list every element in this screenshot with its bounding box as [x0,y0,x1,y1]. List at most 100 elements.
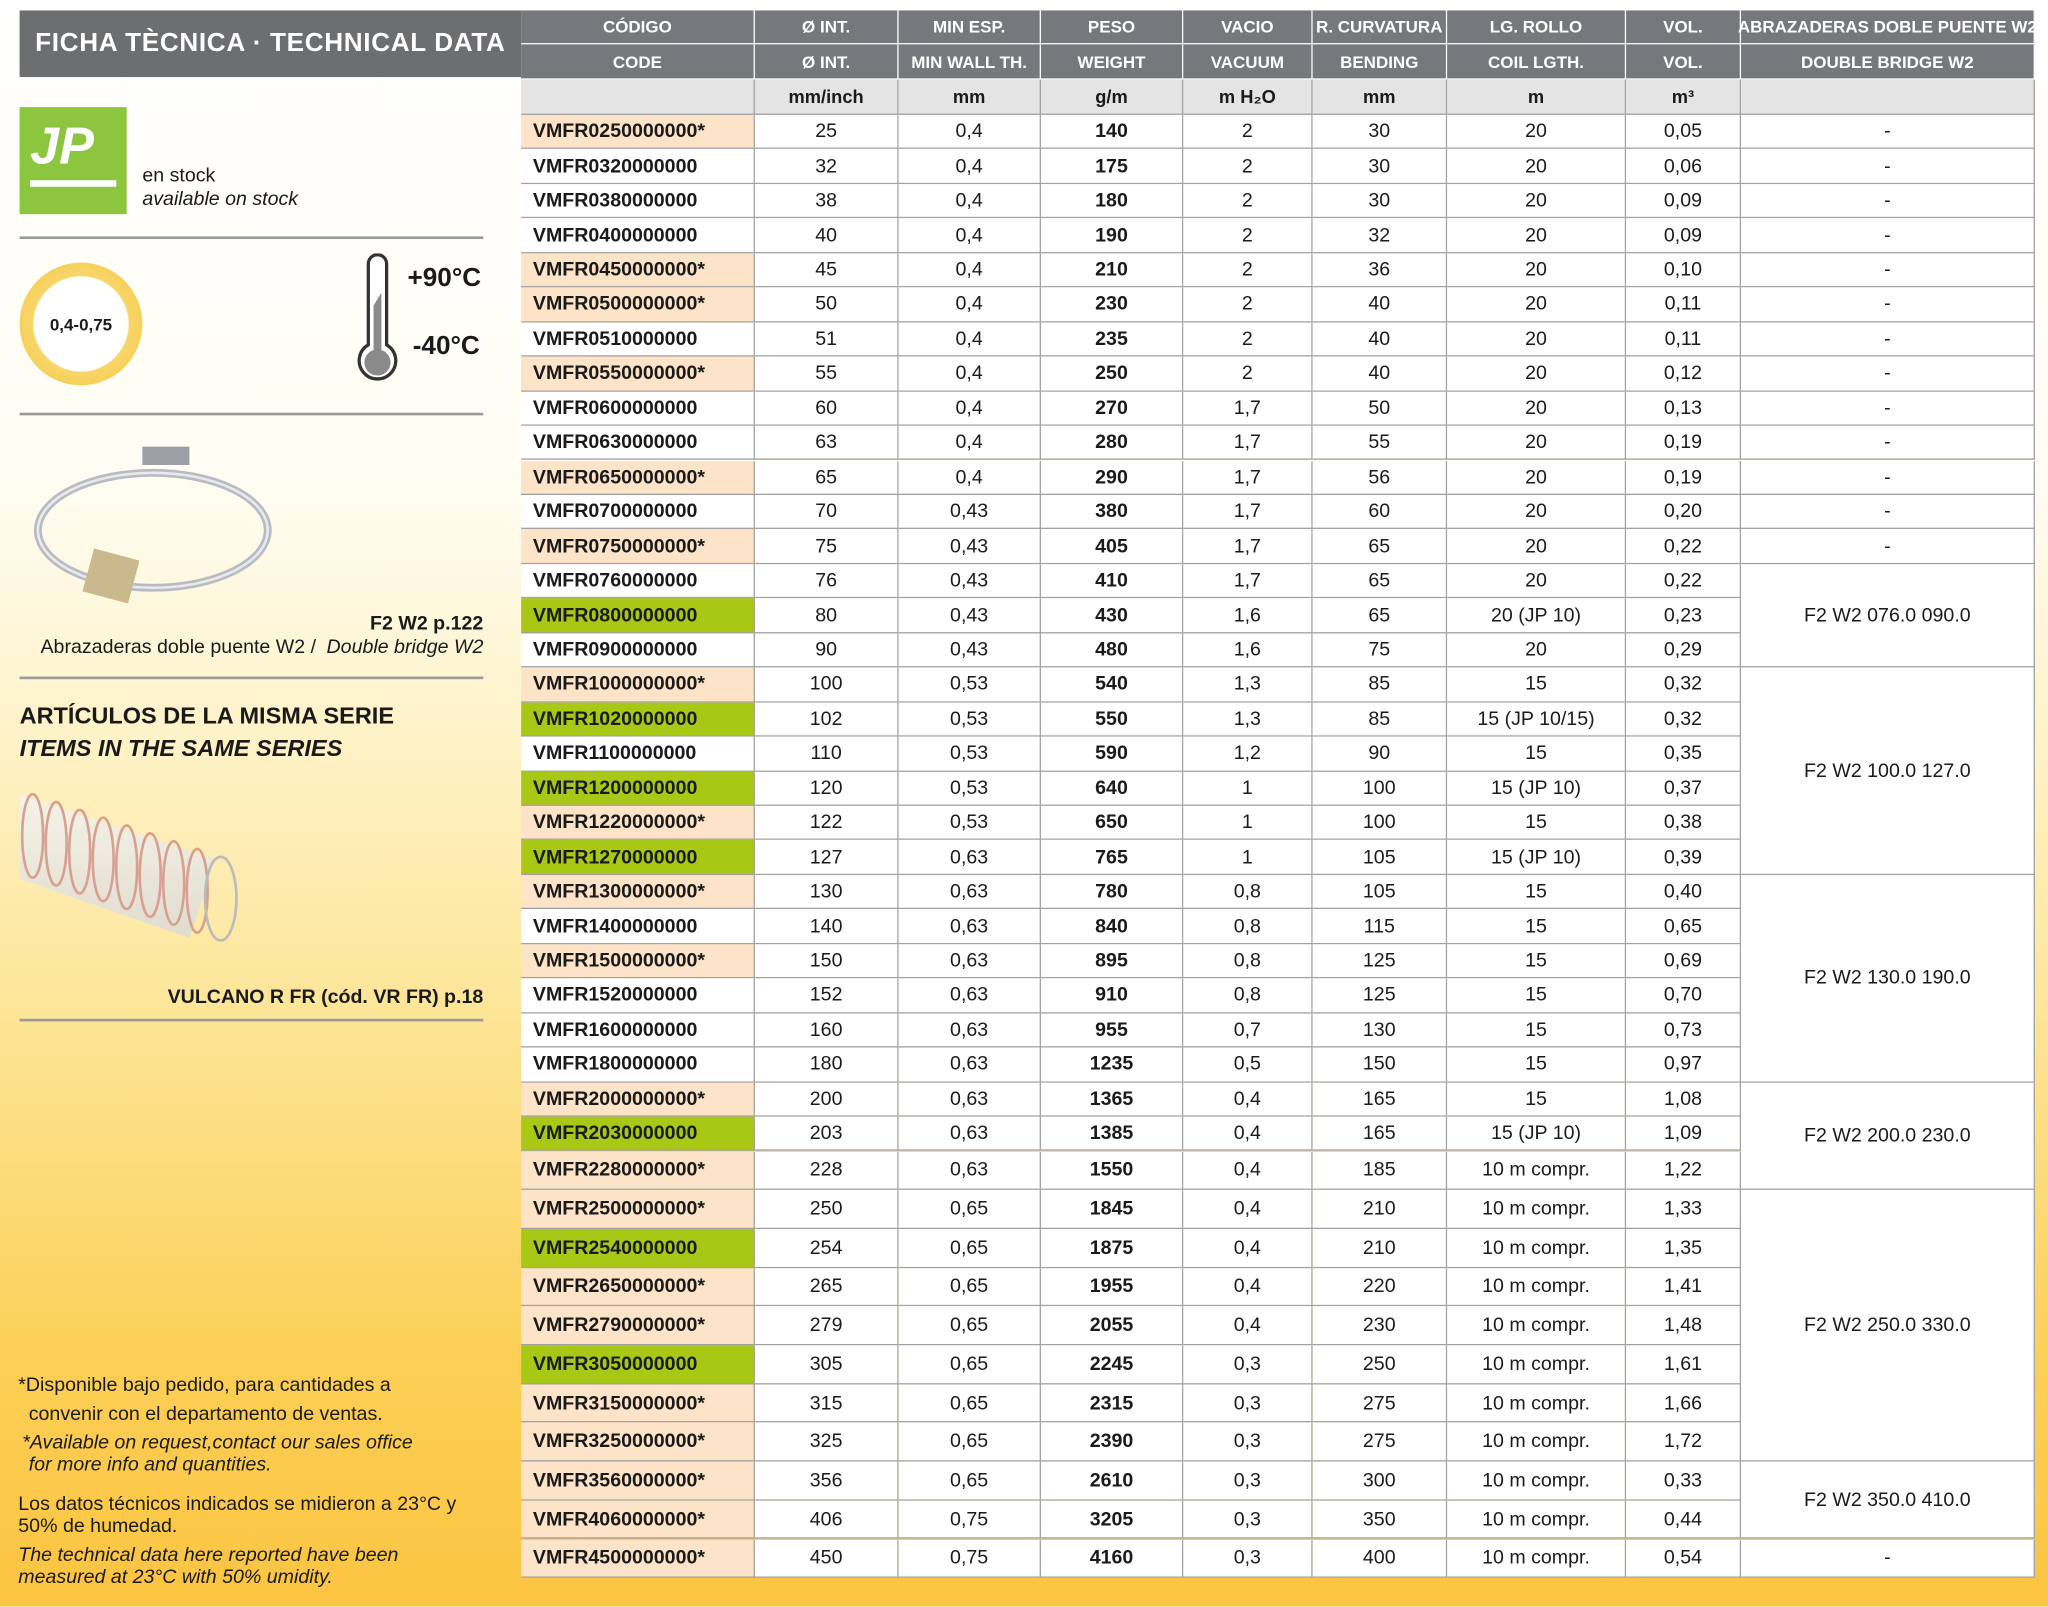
table-cell: 2315 [1040,1384,1184,1423]
table-cell: 1,08 [1626,1082,1742,1117]
accessory-es: Abrazaderas doble puente W2 / [40,636,317,659]
table-cell: 85 [1312,702,1448,737]
table-cell: 20 [1447,149,1627,184]
table-cell: 80 [754,598,899,634]
series-title-en: ITEMS IN THE SAME SERIES [19,735,343,762]
table-cell: 190 [1040,218,1184,254]
table-cell: 0,10 [1626,253,1742,288]
table-cell: 1 [1183,805,1313,841]
table-cell: 1845 [1040,1190,1184,1229]
table-cell: 765 [1040,840,1184,875]
product-code: VMFR1600000000 [521,1013,755,1048]
table-cell: 105 [1312,840,1448,875]
table-cell: 0,65 [898,1306,1041,1346]
table-cell: 10 m compr. [1447,1384,1627,1423]
hose-image [19,792,238,942]
table-cell: 15 (JP 10) [1447,771,1627,806]
product-code: VMFR0550000000* [521,356,755,392]
table-cell: 254 [754,1228,899,1268]
table-cell: 50 [1312,391,1448,426]
table-cell: 55 [754,356,899,392]
title-box: FICHA TÈCNICA · TECHNICAL DATA [19,10,522,78]
table-cell: 0,06 [1626,149,1742,184]
accessory-en: Double bridge W2 [326,636,484,659]
table-cell: 122 [754,805,899,841]
product-code: VMFR2280000000* [521,1151,755,1191]
table-cell: 15 [1447,1082,1627,1117]
table-cell: 20 [1447,322,1627,357]
table-cell: 150 [754,944,899,979]
table-cell: 0,63 [898,944,1041,979]
product-code: VMFR0510000000 [521,322,755,357]
table-cell: 0,65 [898,1384,1041,1423]
product-code: VMFR0250000000* [521,114,755,150]
product-code: VMFR1020000000 [521,702,755,737]
table-cell: 0,63 [898,1047,1041,1083]
note: *Disponible bajo pedido, para cantidades… [18,1374,391,1397]
table-cell: 36 [1312,253,1448,288]
table-cell: 1,41 [1626,1267,1742,1307]
note: for more info and quantities. [28,1453,272,1476]
table-cell: 20 [1447,391,1627,426]
table-cell: 1,7 [1183,425,1313,461]
table-cell: 70 [754,494,899,530]
table-cell: 0,4 [1183,1116,1313,1152]
table-cell: 1,33 [1626,1190,1742,1229]
table-cell: 130 [1312,1013,1448,1048]
table-cell: 20 [1447,633,1627,668]
table-cell: 1875 [1040,1228,1184,1268]
table-cell: 0,32 [1626,667,1742,703]
table-cell: 15 [1447,736,1627,772]
table-cell: 650 [1040,805,1184,841]
table-cell: 955 [1040,1013,1184,1048]
stock-en: available on stock [142,188,299,211]
product-code: VMFR0900000000 [521,633,755,668]
column-header-es: PESO [1040,10,1184,45]
table-cell: 0,65 [1626,909,1742,945]
table-cell: 165 [1312,1082,1448,1117]
product-code: VMFR0760000000 [521,564,755,599]
product-code: VMFR4500000000* [521,1539,755,1579]
table-cell: 2055 [1040,1306,1184,1346]
thermometer [357,253,398,381]
product-code: VMFR0320000000 [521,149,755,184]
table-cell: 315 [754,1384,899,1423]
table-cell: 15 (JP 10) [1447,1116,1627,1152]
double-bridge-cell: - [1741,114,2035,150]
table-cell: 275 [1312,1384,1448,1423]
column-unit: g/m [1040,79,1184,115]
table-cell: 30 [1312,149,1448,184]
table-cell: 15 (JP 10/15) [1447,702,1627,737]
table-cell: 105 [1312,874,1448,910]
jp-logo-text: JP [30,117,94,176]
table-cell: 0,09 [1626,184,1742,219]
table-cell: 0,63 [898,909,1041,945]
table-cell: 25 [754,114,899,150]
table-cell: 210 [1040,253,1184,288]
column-header-es: VOL. [1626,10,1742,45]
table-cell: 40 [1312,322,1448,357]
column-unit: m H₂O [1183,79,1313,115]
table-cell: 0,23 [1626,598,1742,634]
table-cell: 0,40 [1626,874,1742,910]
table-cell: 115 [1312,909,1448,945]
note: The technical data here reported have be… [18,1543,399,1589]
table-cell: 0,4 [1183,1151,1313,1191]
double-bridge-cell: - [1741,356,2035,392]
temp-min: -40°C [412,331,480,361]
table-cell: 180 [754,1047,899,1083]
table-cell: 10 m compr. [1447,1345,1627,1385]
table-cell: 40 [1312,287,1448,323]
column-header-es: R. CURVATURA [1312,10,1448,45]
table-cell: 1,09 [1626,1116,1742,1152]
table-cell: 305 [754,1345,899,1385]
table-cell: 0,63 [898,840,1041,875]
table-cell: 0,4 [1183,1228,1313,1268]
table-cell: 1385 [1040,1116,1184,1152]
table-cell: 1,2 [1183,736,1313,772]
table-cell: 40 [754,218,899,254]
product-code: VMFR0700000000 [521,494,755,530]
table-cell: 15 [1447,944,1627,979]
table-cell: 230 [1312,1306,1448,1346]
double-bridge-cell: F2 W2 076.0 090.0 [1741,564,2035,668]
